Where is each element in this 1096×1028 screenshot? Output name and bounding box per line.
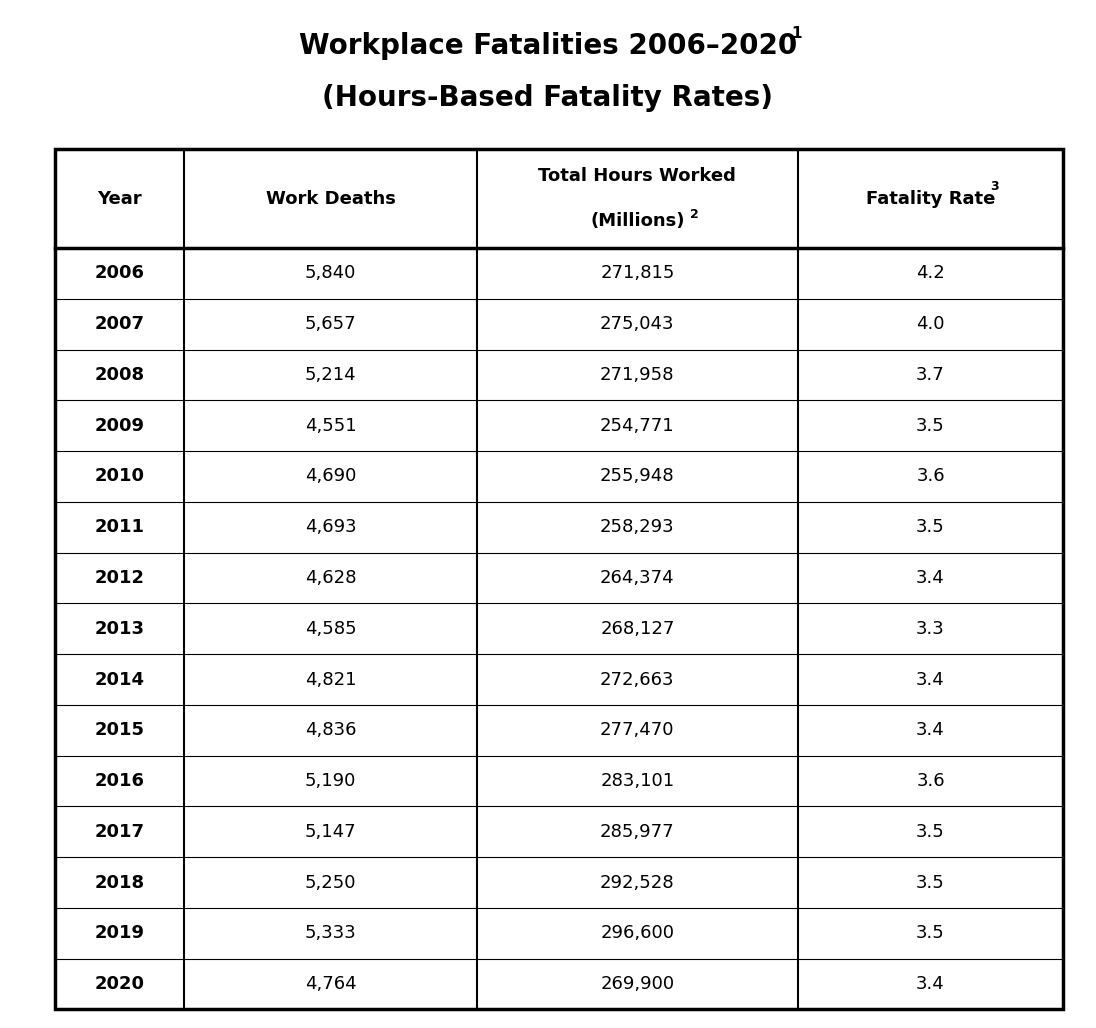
Text: 4,821: 4,821 <box>305 670 356 689</box>
Text: 271,815: 271,815 <box>601 264 674 283</box>
Text: 268,127: 268,127 <box>601 620 674 637</box>
Text: Fatality Rate: Fatality Rate <box>866 189 995 208</box>
Text: 4.2: 4.2 <box>916 264 945 283</box>
Text: 275,043: 275,043 <box>601 316 674 333</box>
Text: Work Deaths: Work Deaths <box>265 189 396 208</box>
Text: 3.7: 3.7 <box>916 366 945 383</box>
Text: (Millions): (Millions) <box>590 212 685 230</box>
Text: 5,214: 5,214 <box>305 366 356 383</box>
Text: 3.5: 3.5 <box>916 822 945 841</box>
Text: 3.6: 3.6 <box>916 772 945 791</box>
Text: 5,250: 5,250 <box>305 874 356 891</box>
Text: 3.3: 3.3 <box>916 620 945 637</box>
Text: 272,663: 272,663 <box>601 670 674 689</box>
Text: 4,690: 4,690 <box>305 468 356 485</box>
Text: 2009: 2009 <box>94 416 145 435</box>
Text: 2010: 2010 <box>94 468 145 485</box>
Text: 269,900: 269,900 <box>601 976 674 993</box>
Text: 283,101: 283,101 <box>601 772 674 791</box>
Text: 2014: 2014 <box>94 670 145 689</box>
Text: 2018: 2018 <box>94 874 145 891</box>
Text: 4,764: 4,764 <box>305 976 356 993</box>
Text: 2016: 2016 <box>94 772 145 791</box>
Text: Year: Year <box>98 189 141 208</box>
Text: 4,585: 4,585 <box>305 620 356 637</box>
Text: 2017: 2017 <box>94 822 145 841</box>
Text: 2011: 2011 <box>94 518 145 537</box>
Text: 3.4: 3.4 <box>916 670 945 689</box>
Text: 4,693: 4,693 <box>305 518 356 537</box>
Text: 254,771: 254,771 <box>600 416 675 435</box>
Text: 258,293: 258,293 <box>600 518 675 537</box>
Text: 5,840: 5,840 <box>305 264 356 283</box>
Text: 3.4: 3.4 <box>916 568 945 587</box>
Text: 4,836: 4,836 <box>305 722 356 739</box>
Text: 3.5: 3.5 <box>916 518 945 537</box>
Text: 4,628: 4,628 <box>305 568 356 587</box>
Text: 271,958: 271,958 <box>601 366 674 383</box>
Text: 5,657: 5,657 <box>305 316 356 333</box>
Text: 296,600: 296,600 <box>601 924 674 943</box>
Text: 3: 3 <box>990 180 998 192</box>
Text: 5,190: 5,190 <box>305 772 356 791</box>
Text: 2020: 2020 <box>94 976 145 993</box>
Text: Total Hours Worked: Total Hours Worked <box>538 167 737 185</box>
Text: 4,551: 4,551 <box>305 416 356 435</box>
Text: 2008: 2008 <box>94 366 145 383</box>
Text: 277,470: 277,470 <box>601 722 674 739</box>
Text: 4.0: 4.0 <box>916 316 945 333</box>
Text: 2013: 2013 <box>94 620 145 637</box>
Text: 2007: 2007 <box>94 316 145 333</box>
Text: 2019: 2019 <box>94 924 145 943</box>
Text: 3.4: 3.4 <box>916 722 945 739</box>
Text: 3.4: 3.4 <box>916 976 945 993</box>
Text: 3.5: 3.5 <box>916 874 945 891</box>
Text: 3.5: 3.5 <box>916 924 945 943</box>
Text: 264,374: 264,374 <box>600 568 675 587</box>
Text: 2006: 2006 <box>94 264 145 283</box>
Text: 255,948: 255,948 <box>600 468 675 485</box>
Text: 1: 1 <box>791 27 801 41</box>
Text: 2012: 2012 <box>94 568 145 587</box>
Text: 292,528: 292,528 <box>600 874 675 891</box>
Text: 5,147: 5,147 <box>305 822 356 841</box>
Text: 2: 2 <box>690 208 699 221</box>
Text: 3.6: 3.6 <box>916 468 945 485</box>
Text: Workplace Fatalities 2006–2020: Workplace Fatalities 2006–2020 <box>299 32 797 61</box>
Text: 3.5: 3.5 <box>916 416 945 435</box>
Text: 5,333: 5,333 <box>305 924 356 943</box>
Text: (Hours-Based Fatality Rates): (Hours-Based Fatality Rates) <box>322 83 774 112</box>
Text: 2015: 2015 <box>94 722 145 739</box>
Text: 285,977: 285,977 <box>600 822 675 841</box>
